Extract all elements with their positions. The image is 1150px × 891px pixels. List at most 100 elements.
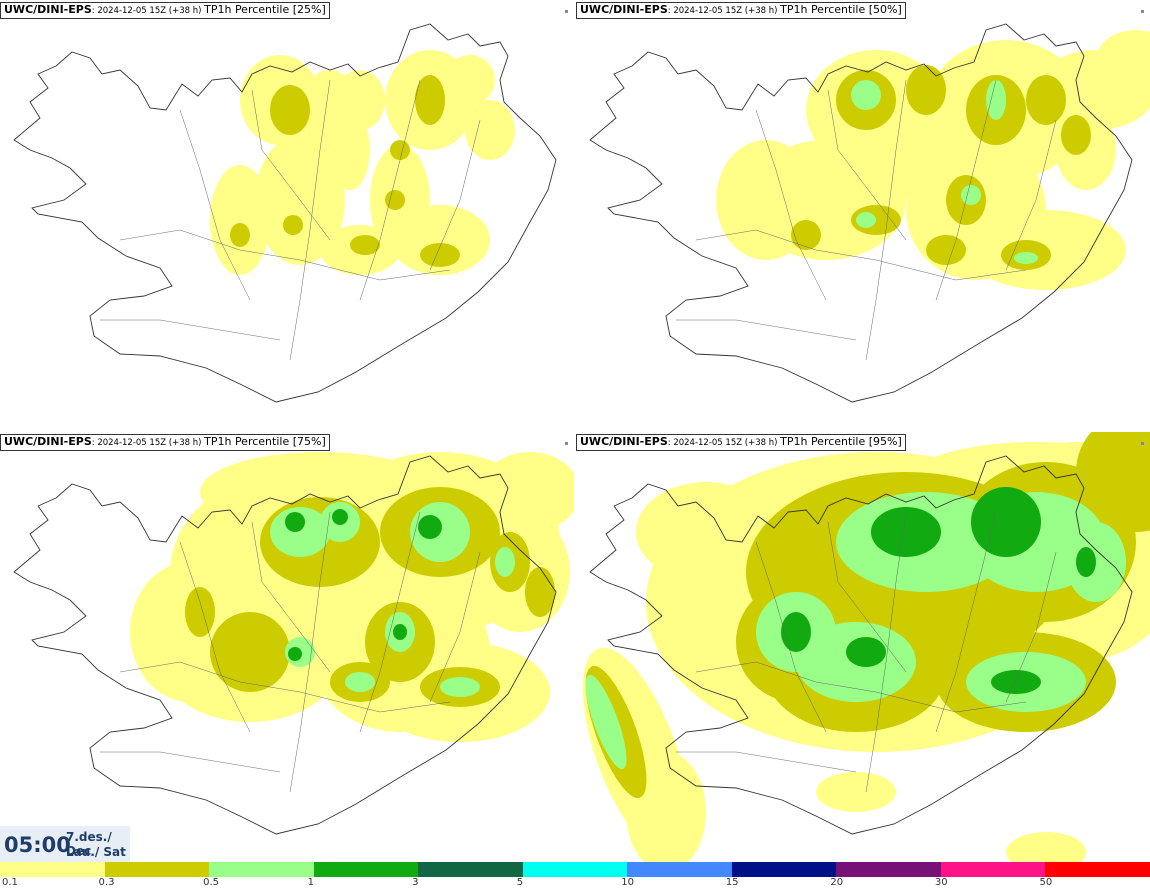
region-borders (676, 79, 1057, 361)
precip-area (991, 670, 1041, 694)
precip-area (906, 65, 946, 115)
precipitation-map (13, 452, 574, 835)
region-borders (676, 511, 1057, 793)
colorbar-tick-label: 0.1 (2, 877, 18, 888)
precip-area (495, 547, 515, 577)
precip-area (393, 624, 407, 640)
corner-mark (1141, 10, 1144, 13)
precip-area (185, 587, 215, 637)
iceland-coastline (589, 23, 1133, 403)
precip-area (636, 482, 776, 582)
colorbar-segment (1045, 862, 1150, 877)
valid-date: 7.des./ Dec (66, 830, 112, 858)
precip-area (440, 677, 480, 697)
precip-area (200, 452, 440, 532)
precip-area (851, 80, 881, 110)
region-borders (100, 511, 481, 793)
colorbar-segment (104, 862, 211, 877)
precip-area (961, 185, 981, 205)
panel-title: UWC/DINI-EPS: 2024-12-05 15Z (+38 h) TP1… (0, 2, 330, 19)
map-panel-p95: UWC/DINI-EPS: 2024-12-05 15Z (+38 h) TP1… (576, 432, 1150, 862)
colorbar-tick-label: 0.5 (203, 877, 219, 888)
colorbar-tick-label: 5 (516, 877, 524, 888)
precip-area (445, 55, 495, 105)
corner-mark (1141, 442, 1144, 445)
precip-area (856, 212, 876, 228)
precip-area (210, 612, 290, 692)
precip-area (270, 85, 310, 135)
precip-area (971, 487, 1041, 557)
precip-area (283, 215, 303, 235)
colorbar-tick-label: 10 (621, 877, 634, 888)
precipitation-map (13, 23, 557, 403)
precip-area (926, 235, 966, 265)
colorbar-segment (209, 862, 315, 877)
region-borders (100, 79, 481, 361)
precip-area (332, 509, 348, 525)
precip-area (1026, 75, 1066, 125)
valid-time: 05:00 (4, 833, 71, 857)
precip-area (1061, 115, 1091, 155)
precip-area (345, 672, 375, 692)
precip-area (986, 80, 1006, 120)
precip-area (1014, 252, 1038, 264)
colorbar-segment (940, 862, 1047, 877)
iceland-coastline (589, 455, 1133, 835)
precip-area (585, 674, 627, 770)
precip-area (846, 637, 886, 667)
precip-area (270, 507, 330, 557)
precipitation-map (589, 23, 1150, 403)
colorbar-tick-label: 1 (307, 877, 314, 888)
colorbar-tick-label: 30 (934, 877, 948, 888)
precip-area (385, 190, 405, 210)
colorbar-segment (522, 862, 629, 877)
colorbar-segment (731, 862, 838, 877)
colorbar-tick-label: 20 (830, 877, 844, 888)
precip-area (285, 512, 305, 532)
precip-area (288, 647, 302, 661)
colorbar-tick-label: 0.3 (98, 877, 115, 888)
colorbar-segment (627, 862, 733, 877)
colorbar-segment (0, 862, 106, 877)
colorbar-tick-label: 15 (725, 877, 739, 888)
iceland-coastline (13, 23, 557, 403)
colorbar-segment (836, 862, 942, 877)
precip-area (350, 235, 380, 255)
corner-mark (565, 10, 568, 13)
precip-area (390, 205, 490, 275)
precip-area (300, 70, 360, 150)
iceland-coastline (13, 455, 557, 835)
precip-area (816, 772, 896, 812)
precip-area (210, 165, 270, 275)
map-panel-p75: UWC/DINI-EPS: 2024-12-05 15Z (+38 h) TP1… (0, 432, 574, 862)
precipitation-map (582, 432, 1150, 862)
precip-area (230, 223, 250, 247)
precip-area (420, 243, 460, 267)
precip-area (716, 140, 816, 260)
precip-area (390, 140, 410, 160)
corner-mark (565, 442, 568, 445)
colorbar-ticks: 0.1 0.3 0.5 1 3 5 10 15 20 30 50 (0, 877, 1150, 891)
colorbar-segment (418, 862, 524, 877)
colorbar-tick-label: 3 (412, 877, 419, 888)
panel-title: UWC/DINI-EPS: 2024-12-05 15Z (+38 h) TP1… (576, 2, 906, 19)
valid-weekday: Lau./ Sat (66, 845, 126, 859)
precip-area (415, 75, 445, 125)
colorbar-tick-label: 50 (1039, 877, 1053, 888)
precip-area (871, 507, 941, 557)
map-panel-p50: UWC/DINI-EPS: 2024-12-05 15Z (+38 h) TP1… (576, 0, 1150, 430)
precip-area (418, 515, 442, 539)
precip-colorbar (0, 862, 1150, 877)
map-panel-p25: UWC/DINI-EPS: 2024-12-05 15Z (+38 h) TP1… (0, 0, 574, 430)
precip-area (1096, 30, 1150, 90)
precip-area (1076, 432, 1150, 532)
precip-area (480, 452, 574, 532)
colorbar-segment (313, 862, 420, 877)
precip-area (1006, 832, 1086, 862)
precip-area (791, 220, 821, 250)
precip-area (781, 612, 811, 652)
precip-area (525, 567, 555, 617)
precip-area (465, 100, 515, 160)
panel-title: UWC/DINI-EPS: 2024-12-05 15Z (+38 h) TP1… (0, 434, 330, 451)
valid-time-box: 05:00 7.des./ Dec Lau./ Sat (0, 826, 130, 862)
